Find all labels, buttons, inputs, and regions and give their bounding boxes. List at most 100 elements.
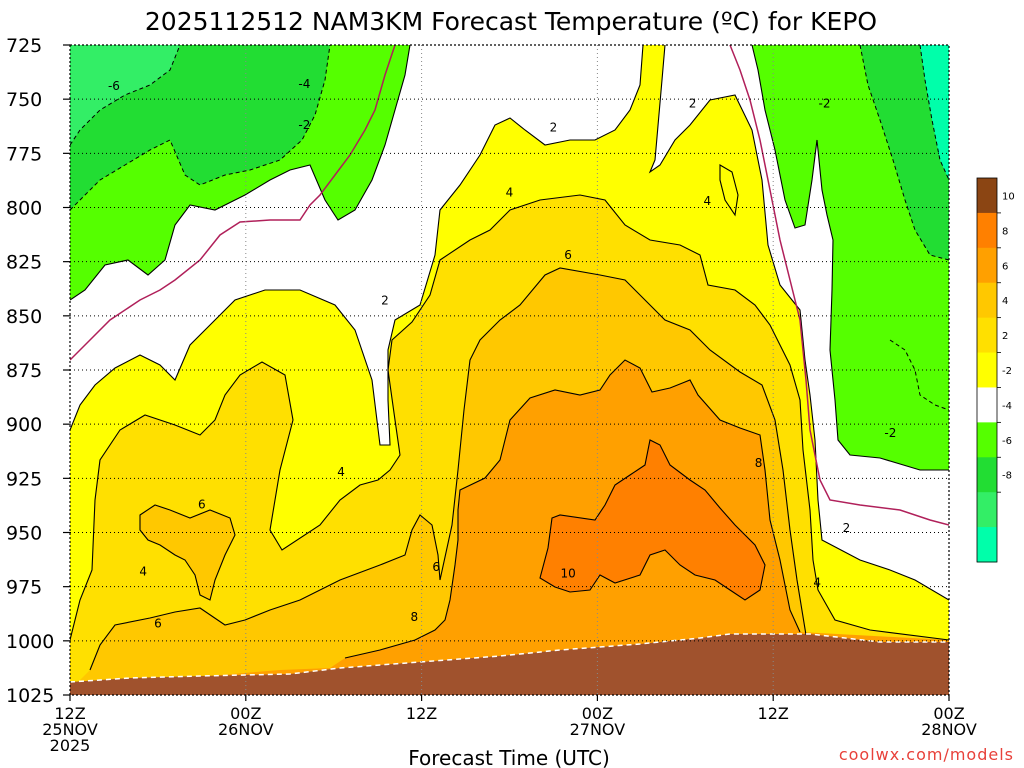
plot-area: -6 -4 -2 -2 -2 2 2 2 2 4 4 4 4 4 6 6 6 6 8 8 10: [70, 45, 949, 695]
colorbar: 10 8 6 4 2 -2 -4 -6 -8: [976, 177, 1015, 563]
contour-label: 6: [198, 497, 206, 511]
colorbar-swatch: [977, 247, 997, 284]
x-tick-label: 26NOV: [218, 720, 274, 739]
colorbar-label: -4: [1002, 401, 1012, 412]
colorbar-swatch: [977, 527, 997, 563]
y-tick-label: 800: [6, 198, 42, 220]
colorbar-swatch: [977, 352, 997, 388]
contour-m4-left: [70, 45, 331, 211]
contour-label: 2: [381, 294, 389, 308]
y-tick-label: 750: [6, 89, 42, 111]
x-tick-label: 2025: [50, 736, 91, 755]
x-tick-label: 25NOV: [42, 720, 98, 739]
contour-4: [70, 194, 949, 641]
contour-2-left: [70, 45, 644, 446]
contour-label: -4: [298, 77, 310, 91]
fill-warm-8: [70, 360, 949, 695]
contour-label: -2: [818, 97, 830, 111]
contour-label: 2: [550, 120, 558, 134]
colorbar-label: -8: [1002, 471, 1012, 482]
surface-line: [70, 633, 949, 683]
contour-label: 4: [139, 565, 147, 579]
x-tick-label: 00Z: [933, 704, 964, 723]
contour-6: [89, 267, 807, 671]
contour-lines: [70, 45, 949, 671]
contour-label: 4: [703, 194, 711, 208]
contour-m6-left: [70, 45, 181, 146]
contour-label: 6: [432, 560, 440, 574]
y-tick-label: 825: [6, 252, 42, 274]
fill-cold-left-m6: [70, 45, 180, 145]
colorbar-swatch: [977, 178, 997, 214]
contour-8: [344, 359, 801, 659]
contour-label: 6: [154, 617, 162, 631]
contour-label: 8: [755, 456, 763, 470]
y-tick-label: 950: [6, 523, 42, 545]
y-tick-label: 775: [6, 143, 42, 165]
y-tick-label: 925: [6, 468, 42, 490]
x-axis-label: Forecast Time (UTC): [408, 746, 610, 768]
colorbar-label: -2: [1002, 366, 1012, 377]
x-tick-label: 12Z: [406, 704, 437, 723]
colorbar-swatch: [977, 492, 997, 528]
x-tick-label: 12Z: [758, 704, 789, 723]
colorbar-frame: [976, 177, 998, 563]
zero-contours: [70, 45, 949, 526]
contour-label: 10: [560, 567, 575, 581]
chart-title: 2025112512 NAM3KM Forecast Temperature (…: [145, 7, 877, 36]
colorbar-label: 8: [1002, 226, 1008, 237]
contour-10: [539, 439, 766, 601]
fill-cold-right-m6: [920, 45, 949, 180]
contour-label: 6: [564, 248, 572, 262]
contour-m6-right: [919, 45, 949, 181]
y-tick-label: 875: [6, 360, 42, 382]
colorbar-label: 2: [1002, 331, 1008, 342]
gridlines: [70, 45, 949, 695]
colorbar-swatch: [977, 422, 997, 458]
colorbar-label: 10: [1002, 191, 1015, 202]
colorbar-swatch: [977, 317, 997, 354]
x-tick-label: 00Z: [582, 704, 613, 723]
y-tick-label: 1025: [6, 685, 54, 707]
contour-label: 2: [689, 97, 697, 111]
contour-label: 8: [410, 610, 418, 624]
contour-label: 4: [813, 575, 821, 589]
contour-label: -6: [108, 79, 120, 93]
fill-warm-6-left: [140, 505, 235, 600]
y-tick-label: 1000: [6, 631, 54, 653]
y-axis: 725 750 775 800 825 850 875 900 925 950 975 1000 102…: [6, 35, 70, 707]
fill-warm-10: [540, 440, 765, 600]
y-tick-label: 725: [6, 35, 42, 57]
contour-2-island: [719, 164, 739, 217]
contour-m2-left: [70, 45, 411, 301]
contour-2-right: [648, 45, 949, 601]
colorbar-swatch: [977, 457, 997, 493]
contour-m4-right-low: [889, 339, 949, 411]
ground-surface: [70, 634, 949, 695]
contour-label: -2: [298, 118, 310, 132]
x-tick-label: 28NOV: [921, 720, 977, 739]
contour-label: -2: [884, 426, 896, 440]
contour-m4-right: [859, 45, 949, 261]
colorbar-label: 6: [1002, 261, 1008, 272]
colorbar-swatch: [977, 212, 997, 249]
contour-0-right: [729, 45, 949, 526]
contour-label: 4: [337, 465, 345, 479]
contour-0-left: [70, 45, 396, 361]
y-tick-label: 900: [6, 414, 42, 436]
x-tick-label: 12Z: [54, 704, 85, 723]
x-tick-label: 00Z: [230, 704, 261, 723]
credit-text: coolwx.com/models: [839, 745, 1014, 764]
contour-label: 4: [506, 185, 514, 199]
contour-6-left: [139, 504, 236, 601]
colorbar-swatch: [977, 387, 997, 423]
colorbar-label: 4: [1002, 296, 1008, 307]
contour-m2-right: [751, 45, 949, 471]
colorbar-swatch: [977, 282, 997, 319]
y-tick-label: 975: [6, 577, 42, 599]
colorbar-label: -6: [1002, 436, 1012, 447]
y-tick-label: 850: [6, 306, 42, 328]
contour-labels: -6 -4 -2 -2 -2 2 2 2 2 4 4 4 4 4 6 6 6 6 8 8 10: [108, 77, 896, 631]
